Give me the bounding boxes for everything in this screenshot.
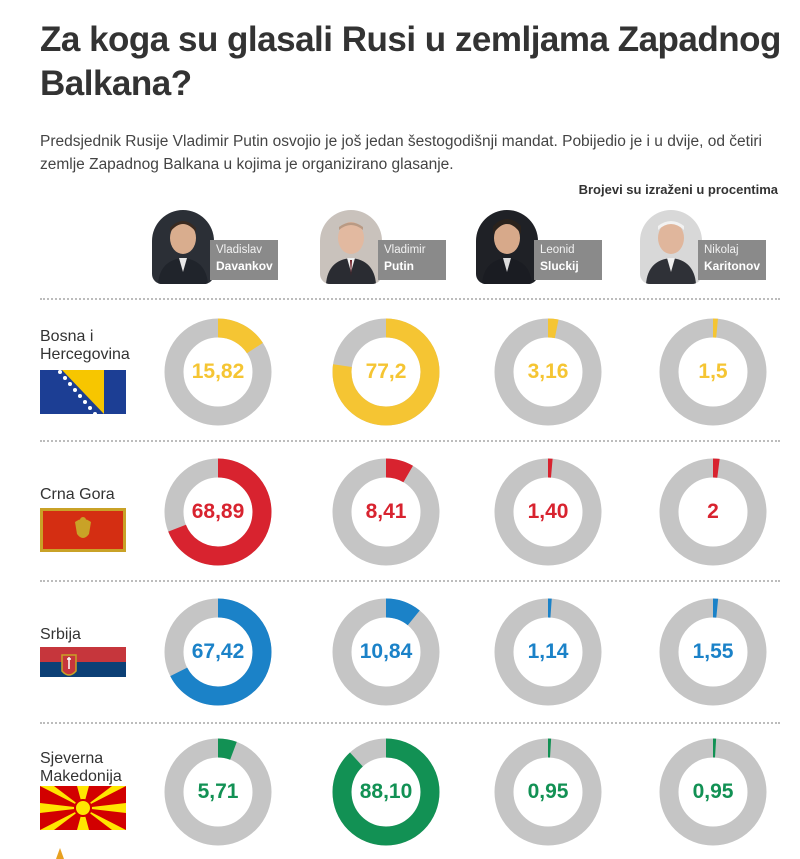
candidate-first-name: Vladimir <box>384 244 426 256</box>
donut-segment <box>659 598 767 706</box>
karitonov-nametag: Nikolaj Karitonov <box>698 240 766 280</box>
donut-0-2 <box>494 318 602 426</box>
country-label-bih: Bosna i Hercegovina <box>40 328 130 363</box>
donut-value-label: 1,55 <box>692 640 734 663</box>
row-divider <box>40 298 780 300</box>
putin-portrait <box>320 210 382 284</box>
row-divider <box>40 722 780 724</box>
donut-value-label: 1,40 <box>527 500 569 523</box>
candidate-last-name: Davankov <box>216 259 273 273</box>
donut-2-3 <box>659 598 767 706</box>
donut-value-label: 0,95 <box>527 780 569 803</box>
donut-segment <box>659 738 767 846</box>
row-divider <box>40 580 780 582</box>
donut-3-3 <box>659 738 767 846</box>
putin-nametag: Vladimir Putin <box>378 240 446 280</box>
donut-value-label: 1,14 <box>527 640 569 663</box>
donut-segment <box>164 458 272 566</box>
donut-0-3 <box>659 318 767 426</box>
donut-1-3 <box>659 458 767 566</box>
davankov-portrait <box>152 210 214 284</box>
flag-fragment-icon <box>56 848 64 859</box>
donut-value-label: 1,5 <box>698 360 728 383</box>
donut-segment <box>164 598 272 706</box>
candidate-last-name: Karitonov <box>704 259 761 273</box>
donut-segment <box>494 318 602 426</box>
row-divider <box>40 440 780 442</box>
flag-serbia <box>40 647 126 691</box>
donut-value-label: 68,89 <box>191 500 245 523</box>
donut-value-label: 10,84 <box>359 640 413 663</box>
donut-value-label: 67,42 <box>191 640 245 663</box>
donut-segment <box>494 738 602 846</box>
donut-segment <box>332 318 440 426</box>
flag-bih <box>40 370 126 414</box>
sluckij-nametag: Leonid Sluckij <box>534 240 602 280</box>
karitonov-portrait <box>640 210 702 284</box>
donut-value-label: 5,71 <box>197 780 239 803</box>
davankov-nametag: Vladislav Davankov <box>210 240 278 280</box>
donut-2-1 <box>332 598 440 706</box>
donut-3-1 <box>332 738 440 846</box>
candidate-first-name: Nikolaj <box>704 244 739 256</box>
donut-value-label: 77,2 <box>365 360 407 383</box>
donut-segment <box>164 738 272 846</box>
donut-2-2 <box>494 598 602 706</box>
donut-segment <box>494 598 602 706</box>
candidate-header-putin: Vladimir Putin <box>320 206 460 292</box>
candidate-header-davankov: Vladislav Davankov <box>152 206 292 292</box>
candidate-header-karitonov: Nikolaj Karitonov <box>640 206 780 292</box>
donut-1-0 <box>164 458 272 566</box>
donut-1-2 <box>494 458 602 566</box>
donut-segment <box>659 318 767 426</box>
donut-segment <box>332 458 440 566</box>
country-label-north-macedonia: Sjeverna Makedonija <box>40 750 122 785</box>
sluckij-portrait <box>476 210 538 284</box>
flag-north-macedonia <box>40 786 126 830</box>
units-note: Brojevi su izraženi u procentima <box>578 182 778 197</box>
donut-segment <box>332 738 440 846</box>
donut-value-label: 0,95 <box>692 780 734 803</box>
donut-3-0 <box>164 738 272 846</box>
intro-text: Predsjednik Rusije Vladimir Putin osvoji… <box>40 133 762 173</box>
candidate-last-name: Putin <box>384 259 414 273</box>
candidate-header-sluckij: Leonid Sluckij <box>476 206 616 292</box>
donut-segment <box>164 318 272 426</box>
donut-0-0 <box>164 318 272 426</box>
donut-value-label: 2 <box>707 500 719 523</box>
candidate-first-name: Leonid <box>540 244 575 256</box>
donut-value-label: 15,82 <box>191 360 245 383</box>
candidate-last-name: Sluckij <box>540 259 579 273</box>
donut-value-label: 8,41 <box>365 500 407 523</box>
country-label-serbia: Srbija <box>40 626 81 643</box>
donut-segment <box>332 598 440 706</box>
donut-value-label: 3,16 <box>527 360 569 383</box>
flag-montenegro <box>40 508 126 552</box>
candidate-first-name: Vladislav <box>216 244 263 256</box>
donut-0-1 <box>332 318 440 426</box>
donut-value-label: 88,10 <box>359 780 413 803</box>
donut-segment <box>494 458 602 566</box>
page-title: Za koga su glasali Rusi u zemljama Zapad… <box>40 20 781 103</box>
donut-1-1 <box>332 458 440 566</box>
country-label-montenegro: Crna Gora <box>40 486 115 503</box>
donut-segment <box>659 458 767 566</box>
donut-2-0 <box>164 598 272 706</box>
donut-3-2 <box>494 738 602 846</box>
